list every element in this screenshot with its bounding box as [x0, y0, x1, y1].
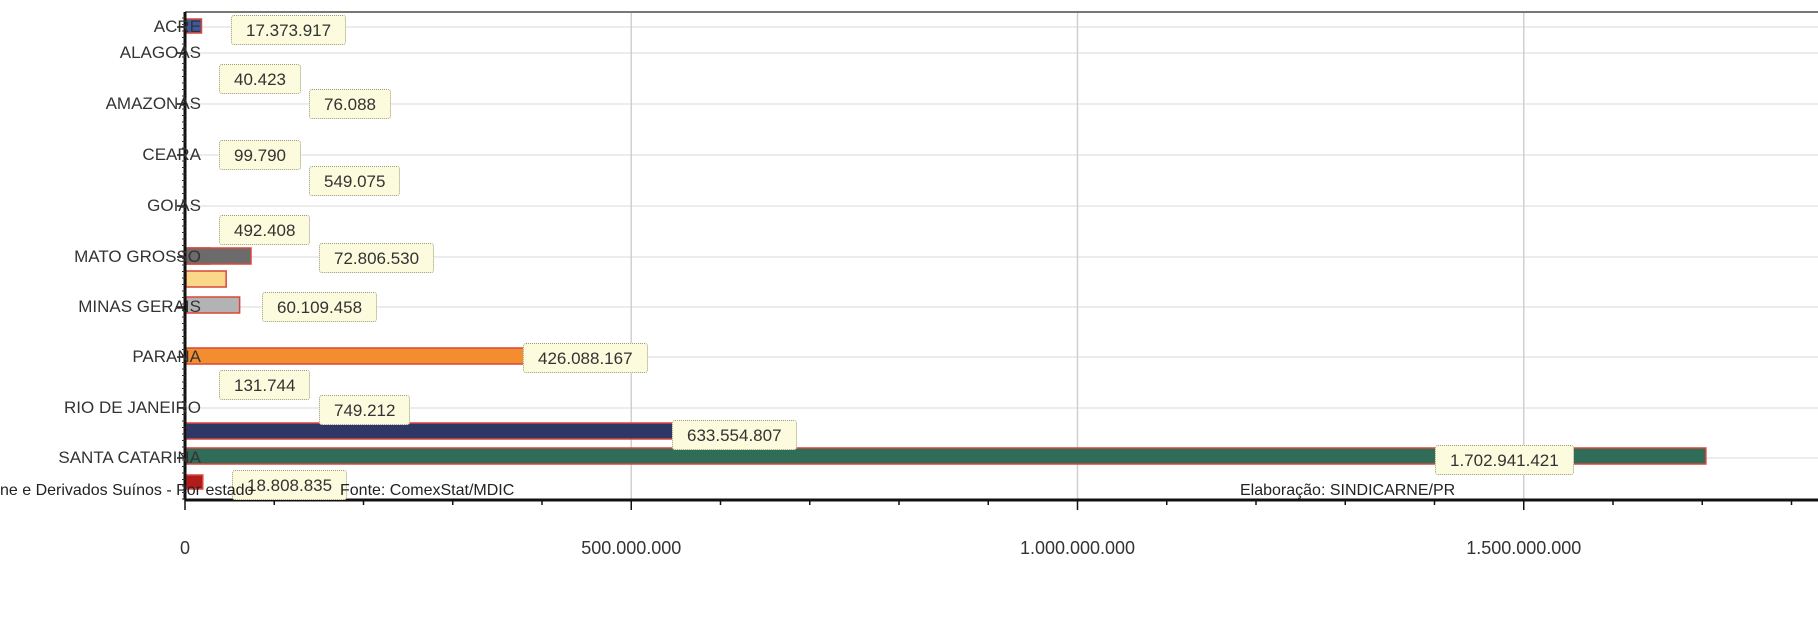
category-label: SANTA CATARINA: [58, 448, 201, 467]
footer-credit: Elaboração: SINDICARNE/PR: [1240, 482, 1456, 499]
value-tick-label: 1.500.000.000: [1466, 538, 1582, 558]
category-label: MATO GROSSO: [74, 247, 201, 266]
category-label: ACRE: [153, 17, 201, 36]
category-label: CEARA: [142, 145, 201, 164]
data-label: 72.806.530: [319, 243, 435, 273]
bar: [185, 270, 227, 288]
bar: [185, 347, 568, 365]
data-label: 40.423: [219, 64, 301, 94]
category-label: RIO DE JANEIRO: [64, 398, 201, 417]
data-label: 17.373.917: [231, 15, 347, 45]
data-label: 76.088: [309, 89, 391, 119]
data-label: 426.088.167: [523, 343, 648, 373]
category-label: MINAS GERAIS: [78, 297, 201, 316]
data-label: 749.212: [319, 395, 411, 425]
data-label: 492.408: [219, 215, 311, 245]
data-label: 18.808.835: [232, 470, 348, 500]
data-label: 99.790: [219, 140, 301, 170]
category-label: GOIAS: [147, 196, 201, 215]
data-label: 549.075: [309, 166, 401, 196]
value-tick-label: 1.000.000.000: [1019, 538, 1136, 558]
footer-source: Fonte: ComexStat/MDIC: [340, 482, 515, 499]
bar: [185, 422, 753, 440]
value-tick-label: 500.000.000: [581, 538, 682, 558]
data-label: 60.109.458: [262, 292, 378, 322]
category-label: PARANA: [132, 347, 201, 366]
data-label: 633.554.807: [672, 420, 797, 450]
value-tick-label: 0: [179, 538, 191, 558]
footer-title: ne e Derivados Suínos - Por estado: [0, 482, 254, 499]
category-label: ALAGOAS: [119, 43, 201, 62]
category-label: AMAZONAS: [105, 94, 201, 113]
data-label: 131.744: [219, 370, 311, 400]
data-label: 1.702.941.421: [1435, 445, 1574, 475]
